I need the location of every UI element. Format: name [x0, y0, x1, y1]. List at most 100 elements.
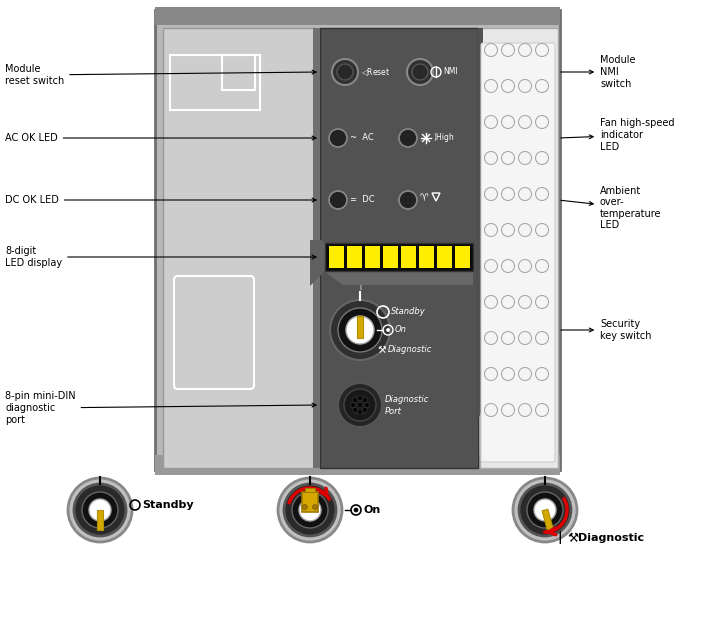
Circle shape [399, 129, 417, 147]
Circle shape [519, 484, 571, 536]
Circle shape [299, 499, 321, 521]
Bar [347, 246, 362, 268]
Circle shape [536, 43, 548, 56]
Circle shape [337, 64, 353, 80]
Circle shape [513, 478, 577, 542]
Circle shape [412, 64, 428, 80]
Text: 8-digit
LED display: 8-digit LED display [5, 246, 316, 268]
Polygon shape [470, 28, 483, 468]
Circle shape [501, 152, 515, 165]
Text: Security
key switch: Security key switch [560, 319, 651, 341]
Circle shape [518, 404, 532, 417]
Circle shape [329, 129, 347, 147]
Circle shape [338, 383, 382, 427]
Circle shape [74, 484, 126, 536]
Polygon shape [325, 272, 473, 285]
Circle shape [332, 59, 358, 85]
Circle shape [518, 332, 532, 345]
Text: On: On [395, 326, 407, 334]
Polygon shape [357, 316, 363, 338]
Circle shape [501, 368, 515, 381]
Circle shape [284, 484, 336, 536]
Bar [383, 246, 398, 268]
Bar [419, 246, 434, 268]
Circle shape [518, 223, 532, 236]
Circle shape [518, 259, 532, 272]
Circle shape [82, 492, 118, 528]
Bar [325, 243, 473, 271]
Circle shape [501, 332, 515, 345]
Circle shape [484, 79, 498, 92]
Polygon shape [542, 509, 553, 530]
Circle shape [501, 259, 515, 272]
Bar [305, 488, 315, 492]
Text: ⚒: ⚒ [567, 532, 578, 545]
Bar [155, 7, 560, 25]
Circle shape [501, 43, 515, 56]
Circle shape [346, 316, 374, 344]
Circle shape [484, 223, 498, 236]
Bar [170, 55, 260, 110]
Circle shape [536, 79, 548, 92]
Bar [222, 55, 255, 90]
Text: Ambient
over-
temperature
LED: Ambient over- temperature LED [560, 186, 661, 230]
Circle shape [364, 402, 369, 407]
Circle shape [329, 191, 347, 209]
Circle shape [536, 152, 548, 165]
Polygon shape [97, 510, 103, 530]
Text: ~  AC: ~ AC [350, 134, 374, 142]
Text: Diagnostic: Diagnostic [388, 345, 432, 355]
Circle shape [344, 389, 376, 421]
Text: 8-pin mini-DIN
diagnostic
port: 8-pin mini-DIN diagnostic port [5, 391, 316, 425]
Circle shape [364, 402, 369, 407]
Circle shape [536, 259, 548, 272]
Bar [329, 246, 344, 268]
Bar [163, 28, 315, 468]
Bar [365, 246, 380, 268]
Circle shape [399, 191, 417, 209]
Circle shape [518, 43, 532, 56]
Circle shape [361, 409, 366, 413]
Text: Module
reset switch: Module reset switch [5, 64, 316, 86]
Circle shape [386, 329, 389, 332]
Bar [401, 246, 416, 268]
Circle shape [352, 407, 357, 412]
Circle shape [484, 404, 498, 417]
Circle shape [536, 223, 548, 236]
Circle shape [536, 404, 548, 417]
Circle shape [501, 223, 515, 236]
Circle shape [518, 79, 532, 92]
Circle shape [501, 188, 515, 201]
Circle shape [536, 368, 548, 381]
Circle shape [536, 295, 548, 308]
Circle shape [518, 116, 532, 129]
Circle shape [361, 396, 366, 402]
Circle shape [278, 478, 342, 542]
Text: Fan high-speed
indicator
LED: Fan high-speed indicator LED [560, 118, 675, 152]
Circle shape [302, 504, 307, 509]
Circle shape [501, 116, 515, 129]
Circle shape [407, 59, 433, 85]
Text: )High: )High [433, 134, 454, 142]
Circle shape [536, 116, 548, 129]
Text: |: | [558, 532, 563, 545]
Circle shape [89, 499, 111, 521]
Circle shape [484, 295, 498, 308]
Circle shape [484, 188, 498, 201]
Text: On: On [363, 505, 380, 515]
Circle shape [292, 492, 328, 528]
Bar [155, 10, 560, 470]
Circle shape [350, 402, 355, 407]
Text: DC OK LED: DC OK LED [5, 195, 316, 205]
Text: I: I [359, 285, 361, 291]
Circle shape [501, 404, 515, 417]
Bar [313, 28, 320, 468]
Text: Diagnostic: Diagnostic [578, 533, 644, 543]
Circle shape [484, 43, 498, 56]
Circle shape [518, 368, 532, 381]
Text: ♈: ♈ [420, 193, 429, 203]
Circle shape [534, 499, 556, 521]
Circle shape [354, 409, 359, 413]
Circle shape [357, 396, 362, 400]
Text: =  DC: = DC [350, 196, 374, 204]
